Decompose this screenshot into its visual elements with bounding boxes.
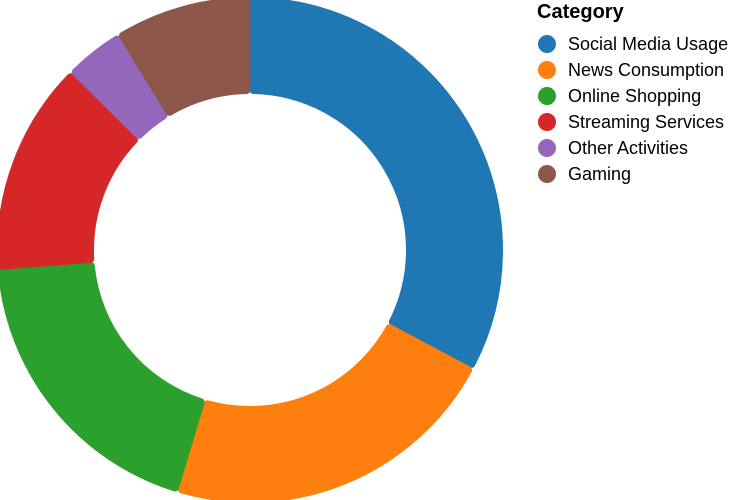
legend-title: Category [537, 1, 625, 23]
donut-slice [0, 261, 205, 492]
legend-marker [538, 113, 556, 131]
legend-items: Social Media Usage News Consumption Online… [538, 34, 728, 184]
legend-label: Social Media Usage [568, 34, 728, 54]
donut-slice [118, 0, 251, 116]
legend-label: News Consumption [568, 60, 724, 80]
donut-slice [249, 0, 503, 368]
donut-slice [0, 73, 138, 270]
legend: Category Social Media Usage News Consumpt… [537, 1, 728, 184]
donut-slice [71, 35, 168, 139]
legend-label: Gaming [568, 164, 631, 184]
legend-marker [538, 139, 556, 157]
legend-label: Other Activities [568, 138, 688, 158]
legend-label: Online Shopping [568, 86, 701, 106]
legend-marker [538, 87, 556, 105]
donut-slices [0, 0, 503, 500]
donut-slice [177, 324, 473, 500]
legend-label: Streaming Services [568, 112, 724, 132]
legend-marker [538, 165, 556, 183]
legend-marker [538, 61, 556, 79]
legend-marker [538, 35, 556, 53]
